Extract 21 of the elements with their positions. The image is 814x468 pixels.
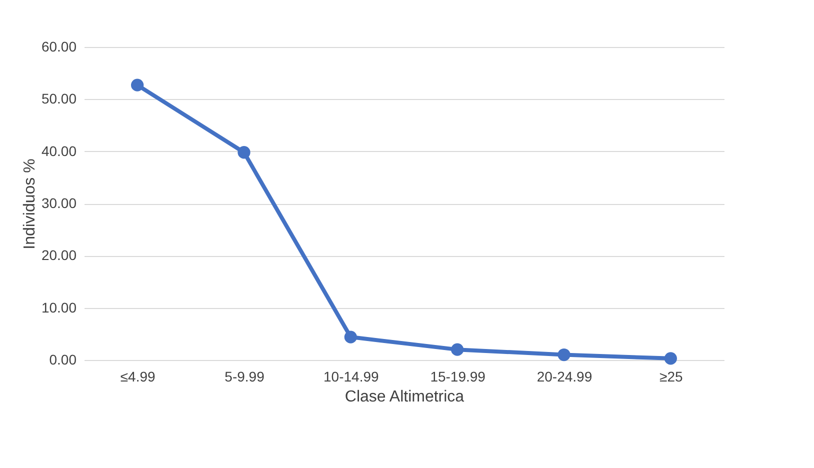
y-tick-label: 10.00: [41, 299, 77, 316]
y-tick-label: 30.00: [41, 195, 77, 211]
x-tick-label: ≥25: [660, 368, 684, 384]
x-tick-label: 15-19.99: [430, 368, 486, 384]
point: [451, 343, 464, 356]
y-tick-label: 50.00: [41, 90, 77, 107]
point: [344, 330, 357, 344]
point: [558, 348, 570, 362]
point: [664, 352, 677, 365]
x-tick-label: 20-24.99: [536, 368, 592, 384]
x-tick-label: ≤4.99: [120, 368, 156, 384]
point: [131, 78, 144, 92]
y-tick-label: 20.00: [41, 247, 77, 264]
point: [238, 146, 250, 159]
x-tick-label: 10-14.99: [324, 368, 380, 384]
y-tick-label: 0.00: [49, 352, 77, 368]
y-tick-label: 60.00: [41, 38, 77, 54]
x-axis-title: Clase Altimetrica: [344, 388, 464, 406]
y-tick-label: 40.00: [41, 142, 77, 159]
x-tick-label: 5-9.99: [224, 368, 265, 384]
y-axis-title: Individuos %: [21, 158, 38, 250]
